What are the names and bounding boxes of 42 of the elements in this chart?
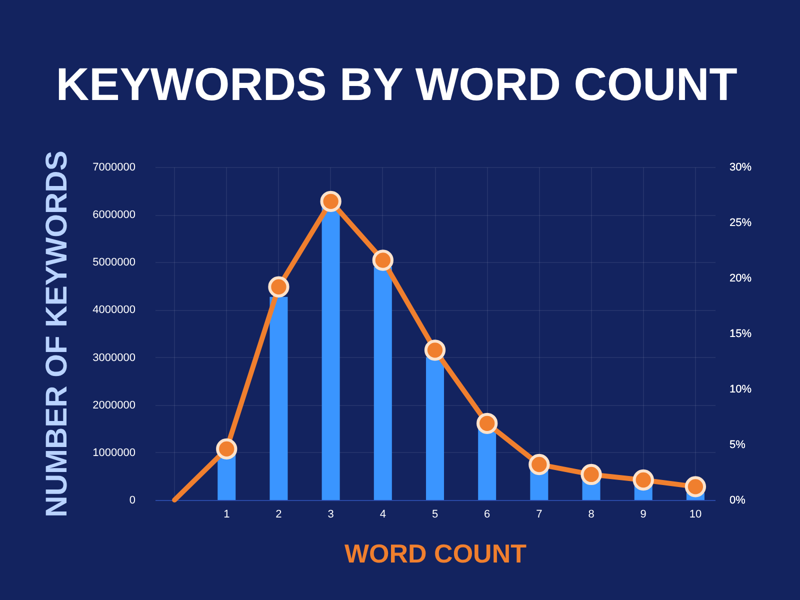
- y2-tick-label: 10%: [730, 384, 752, 396]
- x-tick-label: 6: [484, 508, 490, 520]
- y-tick-label: 0: [129, 494, 136, 506]
- y-tick-label: 3000000: [92, 352, 136, 364]
- x-tick-label: 3: [328, 508, 334, 520]
- x-tick-label: 4: [380, 508, 386, 520]
- y2-tick-label: 30%: [730, 162, 752, 174]
- y-tick-label: 6000000: [92, 209, 136, 222]
- bar: [270, 296, 288, 500]
- bar: [374, 266, 392, 500]
- x-tick-label: 8: [588, 508, 594, 520]
- x-tick-label: 7: [536, 508, 542, 520]
- x-axis-title: WORD COUNT: [344, 538, 527, 568]
- point: [216, 438, 238, 460]
- point: [372, 250, 394, 271]
- x-tick-label: 9: [640, 508, 646, 520]
- point: [528, 454, 550, 476]
- point: [632, 469, 654, 491]
- point: [580, 464, 602, 486]
- y-tick-label: 4000000: [92, 304, 136, 316]
- y2-tick-label: 15%: [730, 328, 752, 340]
- x-tick-label: 10: [689, 508, 702, 520]
- bar: [322, 205, 340, 500]
- point: [268, 276, 290, 298]
- y2-tick-label: 5%: [730, 439, 746, 451]
- x-tick-label: 1: [224, 508, 230, 520]
- bar: [426, 357, 444, 500]
- chart-title: KEYWORDS BY WORD COUNT: [56, 58, 738, 110]
- point: [320, 190, 342, 212]
- x-tick-label: 5: [432, 508, 438, 520]
- y-tick-label: 1000000: [92, 446, 136, 459]
- x-tick-label: 2: [276, 508, 282, 520]
- point: [684, 476, 706, 498]
- y2-tick-label: 25%: [730, 217, 752, 229]
- y-tick-label: 5000000: [92, 256, 136, 269]
- point: [476, 412, 498, 434]
- y-tick-label: 7000000: [92, 162, 136, 174]
- y2-tick-label: 0%: [730, 494, 746, 506]
- y-axis-title: NUMBER OF KEYWORDS: [40, 150, 74, 518]
- y-tick-label: 2000000: [92, 399, 136, 412]
- point: [424, 340, 446, 361]
- y2-tick-label: 20%: [730, 272, 752, 284]
